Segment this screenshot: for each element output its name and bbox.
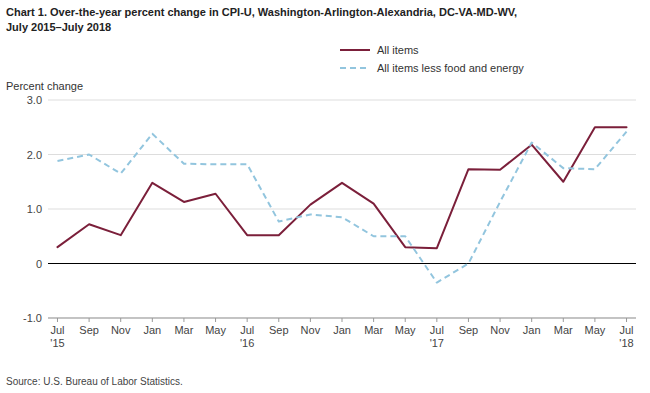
x-tick-label: Jul'16	[240, 324, 254, 349]
x-tick	[405, 318, 406, 322]
chart-container: Chart 1. Over-the-year percent change in…	[0, 0, 650, 393]
y-axis-label: Percent change	[6, 80, 83, 92]
y-tick-label: 0	[36, 258, 42, 270]
x-tick	[626, 318, 627, 322]
y-tick-label: 1.0	[27, 203, 42, 215]
legend: All items All items less food and energy	[340, 44, 524, 74]
x-tick-label: Nov	[301, 324, 321, 336]
x-tick	[310, 318, 311, 322]
subtitle: July 2015–July 2018	[6, 21, 111, 33]
grid	[48, 100, 636, 318]
x-tick-label: May	[585, 324, 606, 336]
y-tick-label: -1.0	[23, 312, 42, 324]
source-note: Source: U.S. Bureau of Labor Statistics.	[6, 376, 183, 387]
x-tick	[247, 318, 248, 322]
title: Chart 1. Over-the-year percent change in…	[6, 6, 517, 18]
x-tick-label: Jan	[523, 324, 541, 336]
y-tick-label: 2.0	[27, 149, 42, 161]
x-tick	[120, 318, 121, 322]
x-tick-label: May	[205, 324, 226, 336]
x-tick	[183, 318, 184, 322]
x-tick-label: Mar	[554, 324, 573, 336]
legend-label: All items less food and energy	[377, 62, 524, 74]
x-tick	[531, 318, 532, 322]
chart-svg: Chart 1. Over-the-year percent change in…	[0, 0, 650, 393]
x-tick-label: Sep	[79, 324, 99, 336]
series-line	[57, 132, 626, 283]
x-tick	[215, 318, 216, 322]
grid-line	[48, 100, 636, 101]
x-tick-label: Jul'18	[619, 324, 633, 349]
x-tick-label: Mar	[364, 324, 383, 336]
x-tick	[468, 318, 469, 322]
x-tick	[278, 318, 279, 322]
legend-swatch	[340, 49, 370, 51]
legend-swatch	[340, 67, 370, 69]
x-tick	[57, 318, 58, 322]
zero-line	[48, 263, 636, 264]
x-tick-label: Mar	[174, 324, 193, 336]
legend-label: All items	[377, 44, 419, 56]
x-tick-label: Jul'17	[430, 324, 444, 349]
x-tick-label: Jul'15	[50, 324, 64, 349]
x-tick-label: Sep	[269, 324, 289, 336]
lines	[57, 127, 626, 282]
x-tick	[594, 318, 595, 322]
x-tick-label: May	[395, 324, 416, 336]
x-tick-label: Nov	[490, 324, 510, 336]
y-tick-label: 3.0	[27, 94, 42, 106]
x-tick-label: Jan	[143, 324, 161, 336]
x-tick	[373, 318, 374, 322]
x-tick-label: Jan	[333, 324, 351, 336]
x-tick	[152, 318, 153, 322]
x-tick	[89, 318, 90, 322]
x-tick	[436, 318, 437, 322]
x-tick	[500, 318, 501, 322]
x-tick	[342, 318, 343, 322]
x-tick	[563, 318, 564, 322]
x-tick-label: Nov	[111, 324, 131, 336]
x-tick-label: Sep	[459, 324, 479, 336]
